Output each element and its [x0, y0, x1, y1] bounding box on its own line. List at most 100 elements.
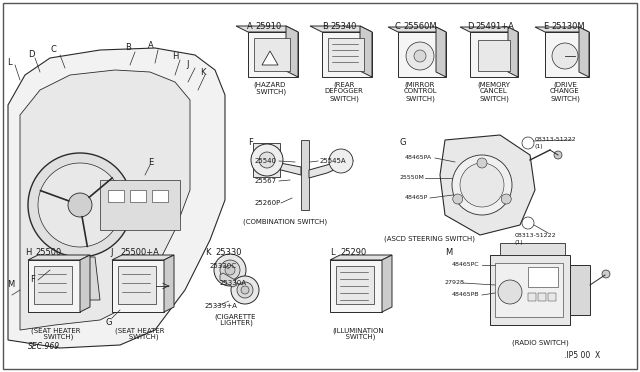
- Text: SWITCH): SWITCH): [254, 88, 286, 94]
- Text: 25330A: 25330A: [220, 280, 247, 286]
- Text: 25550M: 25550M: [400, 175, 425, 180]
- Polygon shape: [535, 27, 589, 32]
- Circle shape: [237, 282, 253, 298]
- Polygon shape: [330, 260, 382, 312]
- Text: SWITCH): SWITCH): [341, 334, 375, 340]
- Text: (REAR: (REAR: [333, 81, 355, 87]
- Text: 48465PA: 48465PA: [405, 155, 432, 160]
- Text: SWITCH): SWITCH): [550, 95, 580, 102]
- Text: 48465PB: 48465PB: [452, 292, 479, 297]
- Polygon shape: [460, 27, 518, 32]
- Circle shape: [28, 153, 132, 257]
- Circle shape: [602, 270, 610, 278]
- Text: 48465PC: 48465PC: [452, 262, 479, 267]
- FancyBboxPatch shape: [528, 293, 536, 301]
- Circle shape: [231, 276, 259, 304]
- Circle shape: [477, 158, 487, 168]
- Text: H: H: [25, 248, 31, 257]
- Text: K: K: [205, 248, 211, 257]
- Polygon shape: [470, 32, 518, 77]
- Text: C: C: [50, 45, 56, 54]
- Text: SEC.969: SEC.969: [28, 342, 60, 351]
- Text: G: G: [400, 138, 406, 147]
- Circle shape: [522, 137, 534, 149]
- Text: (CIGARETTE: (CIGARETTE: [214, 313, 256, 320]
- Text: 25330C: 25330C: [210, 263, 237, 269]
- Polygon shape: [286, 26, 298, 77]
- Text: (1): (1): [535, 144, 543, 149]
- FancyBboxPatch shape: [3, 3, 637, 369]
- Text: L: L: [330, 248, 335, 257]
- Polygon shape: [309, 155, 353, 178]
- Circle shape: [406, 42, 434, 70]
- Polygon shape: [8, 48, 225, 348]
- Text: CONTROL: CONTROL: [403, 88, 437, 94]
- FancyBboxPatch shape: [130, 190, 146, 202]
- Polygon shape: [301, 140, 309, 210]
- Polygon shape: [253, 143, 280, 177]
- Text: E: E: [543, 22, 548, 31]
- Polygon shape: [398, 32, 446, 77]
- Text: M: M: [7, 280, 14, 289]
- Circle shape: [554, 151, 562, 159]
- Text: 25260P: 25260P: [255, 200, 281, 206]
- Text: 25560M: 25560M: [403, 22, 436, 31]
- Circle shape: [225, 265, 235, 275]
- Circle shape: [452, 194, 463, 204]
- Circle shape: [68, 193, 92, 217]
- FancyBboxPatch shape: [528, 267, 558, 287]
- Text: A: A: [148, 41, 154, 50]
- Text: (SEAT HEATER: (SEAT HEATER: [31, 327, 81, 334]
- Text: (MEMORY: (MEMORY: [477, 81, 511, 87]
- Text: G: G: [105, 318, 111, 327]
- Polygon shape: [360, 26, 372, 77]
- Circle shape: [251, 144, 283, 176]
- Text: D: D: [28, 50, 35, 59]
- Circle shape: [498, 280, 522, 304]
- Text: 25910: 25910: [255, 22, 281, 31]
- Text: F: F: [30, 275, 35, 284]
- Polygon shape: [253, 153, 301, 175]
- Text: 27928: 27928: [445, 280, 465, 285]
- Text: (SEAT HEATER: (SEAT HEATER: [115, 327, 164, 334]
- Text: 25290: 25290: [340, 248, 366, 257]
- Text: 25339+A: 25339+A: [205, 303, 238, 309]
- Polygon shape: [490, 255, 570, 325]
- Polygon shape: [28, 260, 80, 312]
- Polygon shape: [322, 32, 372, 77]
- Polygon shape: [382, 255, 392, 312]
- Text: 25130M: 25130M: [551, 22, 584, 31]
- Text: 08313-51222: 08313-51222: [535, 137, 577, 142]
- Text: SWITCH): SWITCH): [479, 95, 509, 102]
- Circle shape: [259, 152, 275, 168]
- FancyBboxPatch shape: [548, 293, 556, 301]
- Text: SWITCH): SWITCH): [329, 95, 359, 102]
- Text: 08313-51222: 08313-51222: [515, 233, 557, 238]
- Text: (1): (1): [515, 240, 524, 245]
- Circle shape: [329, 149, 353, 173]
- Circle shape: [552, 43, 578, 69]
- Text: (DRIVE: (DRIVE: [553, 81, 577, 87]
- Circle shape: [414, 50, 426, 62]
- Text: J: J: [186, 60, 189, 69]
- Text: DEFOGGER: DEFOGGER: [324, 88, 364, 94]
- Circle shape: [452, 155, 512, 215]
- FancyBboxPatch shape: [152, 190, 168, 202]
- Text: (RADIO SWITCH): (RADIO SWITCH): [511, 340, 568, 346]
- Text: SWITCH): SWITCH): [39, 334, 73, 340]
- Circle shape: [241, 286, 249, 294]
- FancyBboxPatch shape: [538, 293, 546, 301]
- Text: B: B: [125, 43, 131, 52]
- FancyBboxPatch shape: [254, 38, 290, 71]
- Text: (MIRROR: (MIRROR: [405, 81, 435, 87]
- Polygon shape: [236, 26, 298, 32]
- Text: LIGHTER): LIGHTER): [218, 320, 252, 327]
- Text: SWITCH): SWITCH): [405, 95, 435, 102]
- Polygon shape: [545, 32, 589, 77]
- Polygon shape: [80, 255, 90, 312]
- FancyBboxPatch shape: [118, 266, 156, 304]
- Text: L: L: [7, 58, 12, 67]
- Text: .IP5 00  X: .IP5 00 X: [564, 351, 600, 360]
- FancyBboxPatch shape: [108, 190, 124, 202]
- Text: (HAZARD: (HAZARD: [254, 81, 286, 87]
